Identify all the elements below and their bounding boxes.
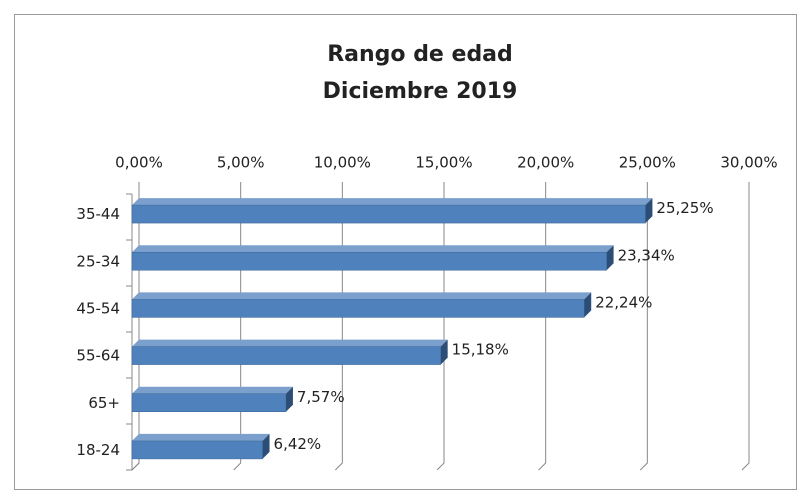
bar: [131, 346, 441, 365]
data-label: 7,57%: [297, 388, 345, 406]
bar-top: [132, 433, 270, 441]
data-label: 22,24%: [595, 293, 652, 311]
y-tick-label: 65+: [88, 394, 120, 412]
chart-title: Rango de edad: [327, 42, 513, 67]
bar: [131, 299, 585, 318]
grid-line: [436, 187, 445, 471]
grid-line: [741, 187, 750, 471]
data-label: 23,34%: [618, 246, 675, 264]
bar-top: [132, 245, 614, 253]
grid-line: [538, 187, 547, 471]
axis-line: [131, 187, 140, 471]
bar-top: [132, 292, 592, 300]
bar-top: [132, 339, 448, 347]
bar-side: [645, 198, 653, 224]
bar-side: [285, 386, 293, 412]
x-tick-label: 25,00%: [619, 154, 676, 172]
x-tick-label: 15,00%: [415, 154, 472, 172]
bar: [131, 204, 646, 224]
bar-side: [584, 292, 592, 318]
y-tick-label: 25-34: [76, 252, 120, 270]
chart-subtitle: Diciembre 2019: [323, 79, 518, 104]
x-tick-label: 0,00%: [115, 154, 163, 172]
y-tick-label: 18-24: [76, 441, 120, 459]
data-label: 25,25%: [656, 199, 713, 217]
x-tick-label: 5,00%: [217, 154, 265, 172]
grid-line: [639, 187, 648, 471]
bar: [131, 393, 287, 412]
bar: [131, 252, 607, 271]
bar-side: [262, 433, 270, 459]
bar-top: [132, 198, 653, 206]
x-tick-label: 10,00%: [314, 154, 371, 172]
bar-top: [132, 386, 293, 394]
y-tick-label: 35-44: [76, 205, 120, 223]
data-label: 15,18%: [452, 341, 509, 359]
x-tick-label: 20,00%: [517, 154, 574, 172]
x-tick-label: 30,00%: [720, 154, 777, 172]
bar-side: [440, 339, 448, 365]
data-label: 6,42%: [274, 435, 322, 453]
grid-line: [233, 187, 242, 471]
grid-line: [334, 187, 343, 471]
y-tick-label: 45-54: [76, 299, 120, 317]
bar: [131, 440, 263, 460]
bar-side: [606, 245, 614, 271]
y-tick-label: 55-64: [76, 347, 120, 365]
